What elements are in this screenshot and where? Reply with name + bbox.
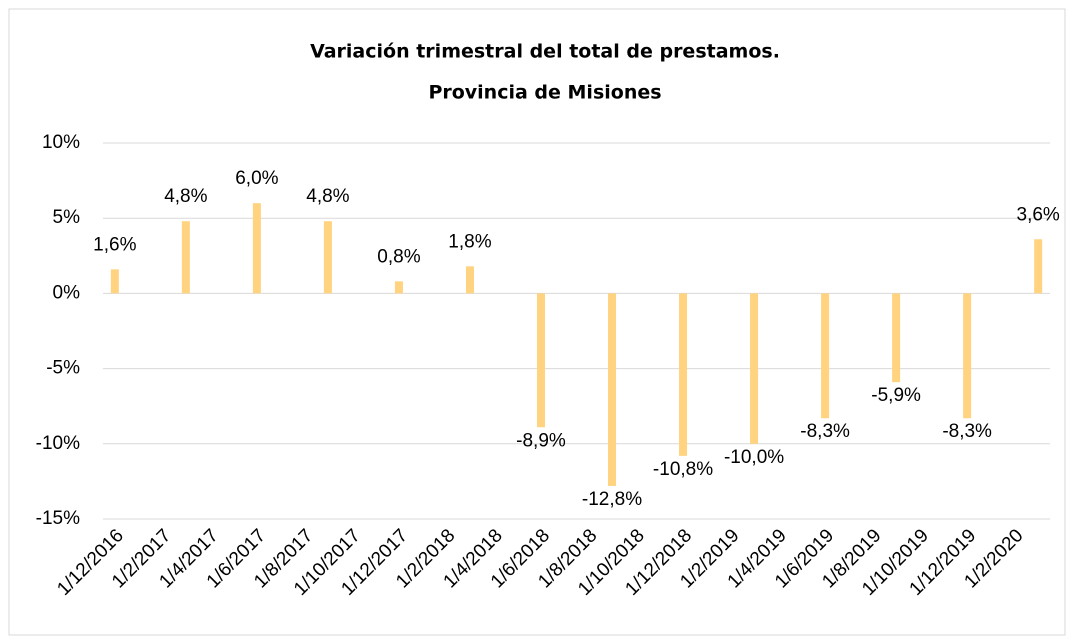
bar: [465, 266, 474, 294]
bar: [750, 293, 759, 444]
bar: [252, 203, 261, 294]
data-label: 4,8%: [306, 186, 349, 207]
y-tick-label: 10%: [42, 132, 80, 153]
data-label: -5,9%: [871, 385, 921, 406]
bar: [892, 293, 901, 383]
bar: [1034, 239, 1043, 294]
chart-subtitle: Provincia de Misiones: [428, 82, 661, 104]
data-label: 0,8%: [377, 246, 420, 267]
data-label: -10,0%: [724, 447, 784, 468]
bar: [963, 293, 972, 419]
data-label: 6,0%: [235, 168, 278, 189]
data-label: -8,9%: [516, 430, 566, 451]
y-tick-label: -10%: [36, 433, 80, 454]
bar: [536, 293, 545, 428]
y-tick-label: -5%: [46, 358, 80, 379]
bar: [679, 293, 688, 456]
data-label: 1,8%: [448, 231, 491, 252]
bar: [323, 221, 332, 294]
bar: [394, 281, 403, 294]
bar: [608, 293, 617, 486]
data-label: 1,6%: [93, 234, 136, 255]
data-label: -8,3%: [800, 421, 850, 442]
data-label: -12,8%: [582, 489, 642, 510]
data-label: -10,8%: [653, 459, 713, 480]
data-label: 4,8%: [164, 186, 207, 207]
y-tick-label: 5%: [53, 207, 81, 228]
data-label: 3,6%: [1017, 204, 1060, 225]
chart-title: Variación trimestral del total de presta…: [310, 41, 780, 63]
bar: [181, 221, 190, 294]
data-label: -8,3%: [942, 421, 992, 442]
bar: [110, 269, 119, 294]
y-tick-label: 0%: [53, 282, 81, 303]
y-tick-label: -15%: [36, 508, 80, 529]
bar: [821, 293, 830, 419]
